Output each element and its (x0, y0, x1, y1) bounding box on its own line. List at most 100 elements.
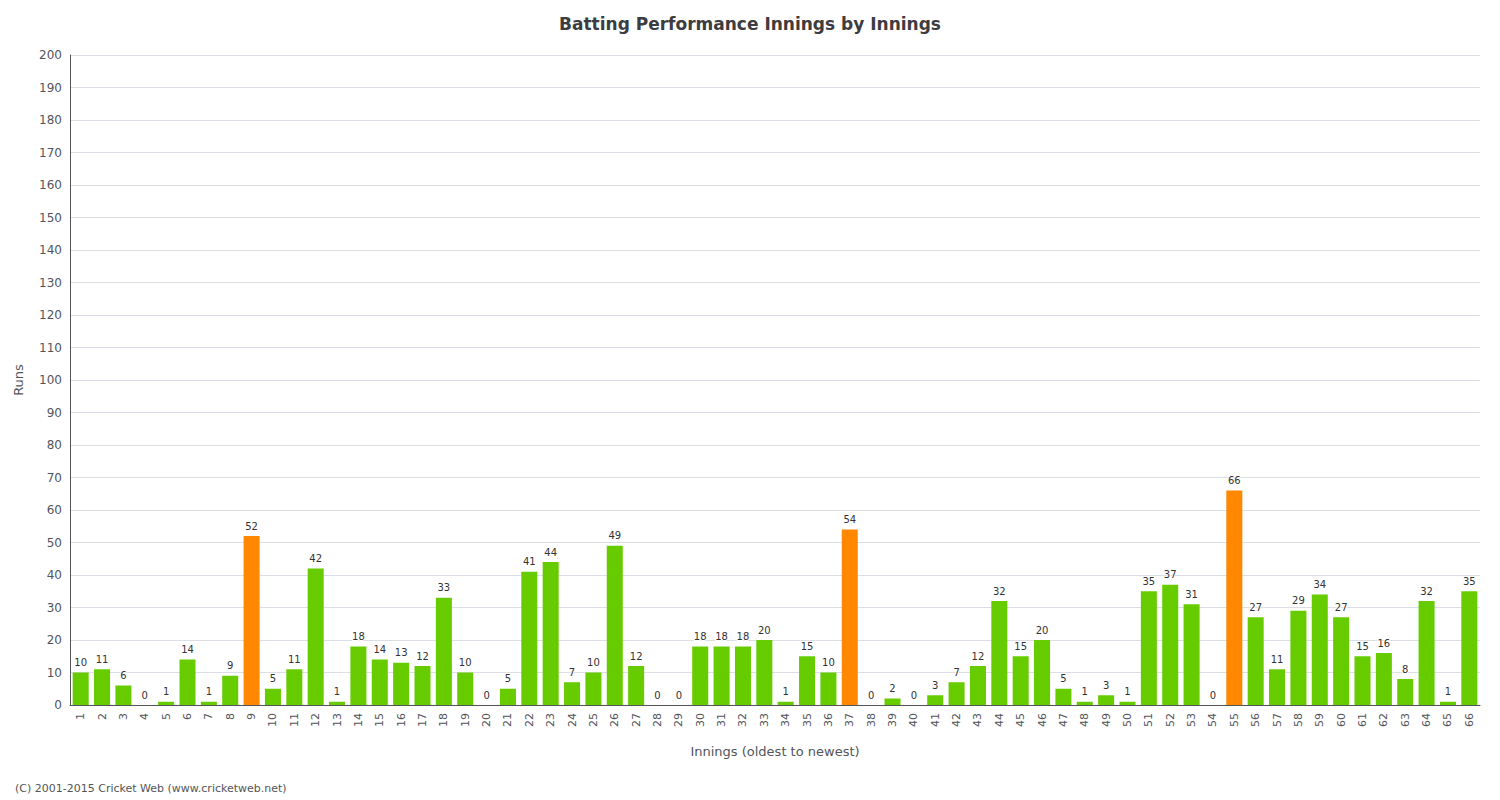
svg-text:61: 61 (1356, 713, 1369, 727)
svg-text:47: 47 (1057, 713, 1070, 727)
svg-text:110: 110 (39, 341, 62, 355)
svg-text:63: 63 (1399, 713, 1412, 727)
svg-text:40: 40 (47, 568, 62, 582)
svg-text:38: 38 (865, 713, 878, 727)
svg-text:35: 35 (1142, 576, 1155, 587)
svg-text:49: 49 (1100, 713, 1113, 727)
svg-text:0: 0 (911, 690, 917, 701)
svg-text:10: 10 (47, 666, 62, 680)
svg-text:180: 180 (39, 113, 62, 127)
svg-text:43: 43 (971, 713, 984, 727)
svg-text:37: 37 (843, 713, 856, 727)
svg-text:40: 40 (907, 713, 920, 727)
svg-text:20: 20 (480, 713, 493, 727)
svg-text:51: 51 (1142, 713, 1155, 727)
svg-text:31: 31 (1185, 589, 1198, 600)
svg-text:14: 14 (373, 644, 386, 655)
svg-text:32: 32 (1420, 586, 1433, 597)
svg-text:62: 62 (1377, 713, 1390, 727)
svg-text:16: 16 (1377, 638, 1390, 649)
svg-text:12: 12 (309, 713, 322, 727)
svg-text:58: 58 (1292, 713, 1305, 727)
svg-text:150: 150 (39, 211, 62, 225)
svg-text:3: 3 (932, 680, 938, 691)
svg-text:34: 34 (779, 713, 792, 727)
svg-text:70: 70 (47, 471, 62, 485)
svg-text:5: 5 (270, 673, 276, 684)
svg-text:1: 1 (206, 686, 212, 697)
svg-text:21: 21 (501, 713, 514, 727)
svg-text:3: 3 (1103, 680, 1109, 691)
svg-text:53: 53 (1185, 713, 1198, 727)
svg-text:54: 54 (843, 514, 856, 525)
svg-text:32: 32 (736, 713, 749, 727)
svg-text:18: 18 (694, 631, 707, 642)
svg-text:140: 140 (39, 243, 62, 257)
svg-text:27: 27 (630, 713, 643, 727)
svg-text:17: 17 (416, 713, 429, 727)
svg-text:10: 10 (266, 713, 279, 727)
svg-text:10: 10 (74, 657, 87, 668)
svg-text:11: 11 (1271, 654, 1284, 665)
svg-text:(C) 2001-2015 Cricket Web (www: (C) 2001-2015 Cricket Web (www.cricketwe… (15, 782, 287, 795)
svg-text:18: 18 (715, 631, 728, 642)
svg-text:7: 7 (202, 713, 215, 720)
svg-text:32: 32 (993, 586, 1006, 597)
svg-text:52: 52 (1164, 713, 1177, 727)
svg-text:7: 7 (953, 667, 959, 678)
svg-text:5: 5 (1060, 673, 1066, 684)
svg-text:80: 80 (47, 438, 62, 452)
svg-text:65: 65 (1441, 713, 1454, 727)
svg-text:5: 5 (505, 673, 511, 684)
svg-text:2: 2 (96, 713, 109, 720)
svg-text:1: 1 (1082, 686, 1088, 697)
svg-text:3: 3 (117, 713, 130, 720)
svg-text:120: 120 (39, 308, 62, 322)
svg-text:14: 14 (352, 713, 365, 727)
svg-text:9: 9 (227, 660, 233, 671)
svg-text:41: 41 (929, 713, 942, 727)
svg-text:16: 16 (395, 713, 408, 727)
svg-text:26: 26 (608, 713, 621, 727)
svg-text:44: 44 (993, 713, 1006, 727)
svg-text:48: 48 (1078, 713, 1091, 727)
svg-text:10: 10 (459, 657, 472, 668)
svg-text:10: 10 (822, 657, 835, 668)
svg-text:35: 35 (801, 713, 814, 727)
svg-text:11: 11 (96, 654, 109, 665)
svg-text:6: 6 (120, 670, 126, 681)
svg-text:13: 13 (331, 713, 344, 727)
svg-text:160: 160 (39, 178, 62, 192)
svg-text:28: 28 (651, 713, 664, 727)
svg-text:33: 33 (437, 582, 450, 593)
svg-text:24: 24 (566, 713, 579, 727)
svg-text:12: 12 (630, 651, 643, 662)
svg-text:0: 0 (868, 690, 874, 701)
svg-text:45: 45 (1014, 713, 1027, 727)
svg-text:49: 49 (608, 530, 621, 541)
svg-text:2: 2 (889, 683, 895, 694)
svg-text:30: 30 (694, 713, 707, 727)
svg-text:66: 66 (1463, 713, 1476, 727)
svg-text:42: 42 (309, 553, 322, 564)
svg-text:4: 4 (138, 713, 151, 720)
svg-text:27: 27 (1335, 602, 1348, 613)
svg-text:Runs: Runs (11, 364, 26, 396)
svg-text:15: 15 (1356, 641, 1369, 652)
svg-text:9: 9 (245, 713, 258, 720)
svg-text:52: 52 (245, 521, 258, 532)
svg-text:8: 8 (224, 713, 237, 720)
svg-text:6: 6 (181, 713, 194, 720)
svg-text:19: 19 (459, 713, 472, 727)
svg-text:1: 1 (1124, 686, 1130, 697)
svg-text:33: 33 (758, 713, 771, 727)
svg-text:170: 170 (39, 146, 62, 160)
svg-text:29: 29 (672, 713, 685, 727)
svg-text:130: 130 (39, 276, 62, 290)
svg-text:7: 7 (569, 667, 575, 678)
svg-text:35: 35 (1463, 576, 1476, 587)
svg-text:50: 50 (1121, 713, 1134, 727)
svg-text:15: 15 (801, 641, 814, 652)
svg-text:20: 20 (758, 625, 771, 636)
svg-text:27: 27 (1249, 602, 1262, 613)
